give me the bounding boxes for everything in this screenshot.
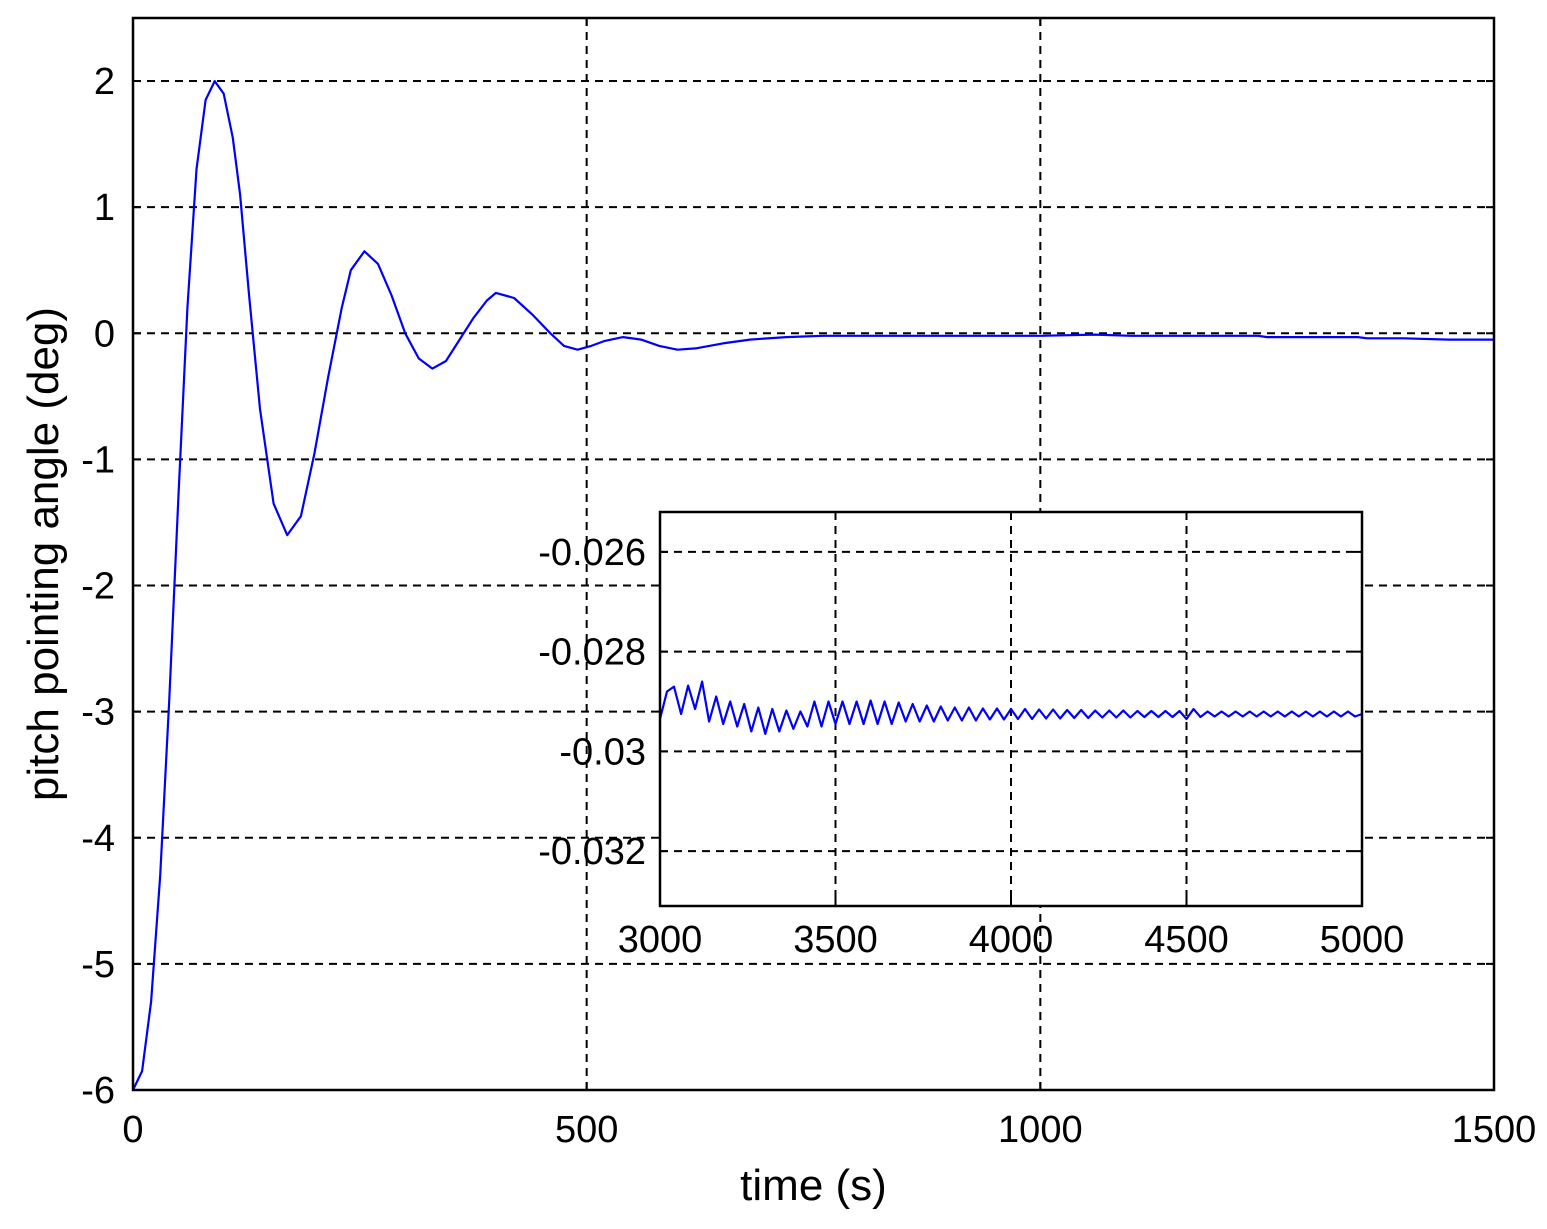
inset-x-tick-label: 5000 bbox=[1320, 919, 1405, 961]
main-y-tick-label: -3 bbox=[81, 692, 115, 734]
main-y-tick-label: 1 bbox=[94, 187, 115, 229]
main-y-tick-label: -5 bbox=[81, 944, 115, 986]
inset-series-line bbox=[658, 680, 1363, 736]
main-axes-frame bbox=[131, 16, 1496, 1092]
main-y-tick-label: -4 bbox=[81, 818, 115, 860]
main-y-tick-label: 0 bbox=[94, 313, 115, 355]
main-y-tick-label: -6 bbox=[81, 1070, 115, 1112]
main-x-tick-label: 0 bbox=[122, 1109, 143, 1151]
inset-plot: 3000 3500 4000 4500 5000 -0.026 -0.028 -0.03 -0.… bbox=[538, 510, 1405, 961]
main-y-tick-label: -1 bbox=[81, 439, 115, 481]
main-x-tick-label: 500 bbox=[555, 1109, 618, 1151]
main-y-tick-label: -2 bbox=[81, 566, 115, 608]
y-axis-label: pitch pointing angle (deg) bbox=[19, 307, 68, 801]
inset-x-tick-label: 3500 bbox=[793, 919, 878, 961]
inset-y-tick-label: -0.032 bbox=[538, 831, 646, 873]
inset-y-tick-label: -0.026 bbox=[538, 532, 646, 574]
inset-x-tick-label: 4500 bbox=[1144, 919, 1229, 961]
main-x-tick-label: 1500 bbox=[1452, 1109, 1537, 1151]
inset-y-tick-label: -0.028 bbox=[538, 632, 646, 674]
main-plot: 0 500 1000 1500 2 1 0 -1 -2 -3 -4 -5 -6 time (s) pitch… bbox=[19, 16, 1537, 1210]
x-axis-label: time (s) bbox=[740, 1161, 887, 1210]
inset-x-tick-label: 4000 bbox=[969, 919, 1054, 961]
main-y-tick-label: 2 bbox=[94, 61, 115, 103]
main-x-tick-label: 1000 bbox=[998, 1109, 1083, 1151]
main-series-line bbox=[132, 79, 1494, 1091]
inset-y-tick-label: -0.03 bbox=[559, 731, 646, 773]
inset-x-tick-label: 3000 bbox=[618, 919, 703, 961]
